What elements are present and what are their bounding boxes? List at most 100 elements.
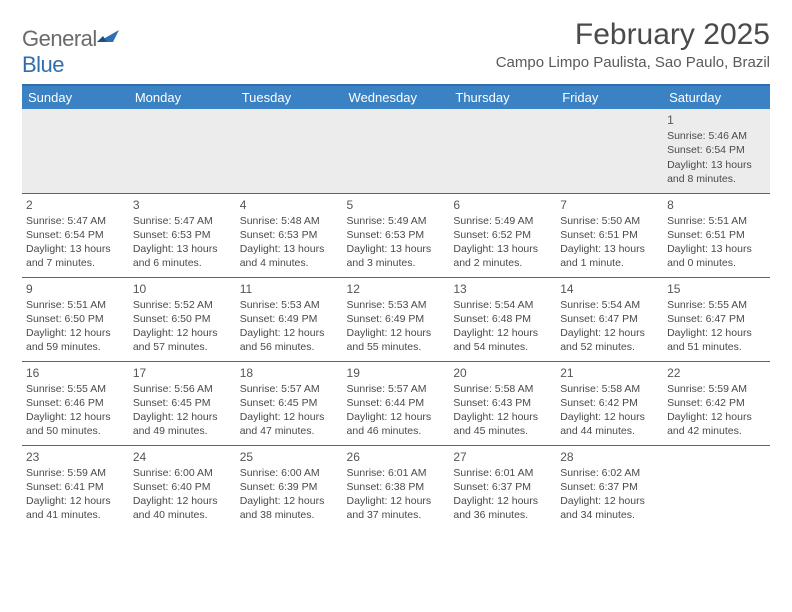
calendar-day-cell: 12Sunrise: 5:53 AMSunset: 6:49 PMDayligh… (343, 277, 450, 361)
calendar-day-cell (663, 445, 770, 529)
calendar-day-cell: 9Sunrise: 5:51 AMSunset: 6:50 PMDaylight… (22, 277, 129, 361)
daylight-text: Daylight: 12 hours (667, 326, 766, 340)
daylight-text: and 6 minutes. (133, 256, 232, 270)
day-number: 5 (347, 197, 446, 213)
daylight-text: and 3 minutes. (347, 256, 446, 270)
daylight-text: Daylight: 12 hours (240, 410, 339, 424)
calendar-day-cell: 23Sunrise: 5:59 AMSunset: 6:41 PMDayligh… (22, 445, 129, 529)
daylight-text: Daylight: 13 hours (667, 242, 766, 256)
sunrise-text: Sunrise: 6:00 AM (240, 466, 339, 480)
day-header: Wednesday (343, 86, 450, 109)
sunset-text: Sunset: 6:38 PM (347, 480, 446, 494)
daylight-text: and 49 minutes. (133, 424, 232, 438)
day-header: Tuesday (236, 86, 343, 109)
daylight-text: and 45 minutes. (453, 424, 552, 438)
calendar-day-cell (449, 109, 556, 193)
day-header: Thursday (449, 86, 556, 109)
sunset-text: Sunset: 6:54 PM (667, 143, 766, 157)
day-number: 22 (667, 365, 766, 381)
sunrise-text: Sunrise: 5:59 AM (667, 382, 766, 396)
day-number: 1 (667, 112, 766, 128)
sunrise-text: Sunrise: 5:54 AM (560, 298, 659, 312)
calendar-day-cell: 19Sunrise: 5:57 AMSunset: 6:44 PMDayligh… (343, 361, 450, 445)
daylight-text: Daylight: 12 hours (133, 494, 232, 508)
day-number: 16 (26, 365, 125, 381)
sunset-text: Sunset: 6:42 PM (667, 396, 766, 410)
daylight-text: Daylight: 13 hours (133, 242, 232, 256)
calendar-week-row: 1Sunrise: 5:46 AMSunset: 6:54 PMDaylight… (22, 109, 770, 193)
calendar-day-cell: 4Sunrise: 5:48 AMSunset: 6:53 PMDaylight… (236, 193, 343, 277)
sunrise-text: Sunrise: 5:49 AM (347, 214, 446, 228)
daylight-text: Daylight: 12 hours (133, 326, 232, 340)
daylight-text: and 34 minutes. (560, 508, 659, 522)
sunrise-text: Sunrise: 5:47 AM (133, 214, 232, 228)
flag-icon (97, 26, 123, 52)
sunset-text: Sunset: 6:49 PM (240, 312, 339, 326)
daylight-text: and 50 minutes. (26, 424, 125, 438)
day-number: 21 (560, 365, 659, 381)
calendar-day-cell: 18Sunrise: 5:57 AMSunset: 6:45 PMDayligh… (236, 361, 343, 445)
daylight-text: Daylight: 12 hours (560, 494, 659, 508)
daylight-text: and 56 minutes. (240, 340, 339, 354)
day-number: 7 (560, 197, 659, 213)
day-number: 10 (133, 281, 232, 297)
calendar-day-cell: 14Sunrise: 5:54 AMSunset: 6:47 PMDayligh… (556, 277, 663, 361)
day-number: 15 (667, 281, 766, 297)
day-number: 2 (26, 197, 125, 213)
sunset-text: Sunset: 6:49 PM (347, 312, 446, 326)
day-header: Sunday (22, 86, 129, 109)
sunset-text: Sunset: 6:48 PM (453, 312, 552, 326)
daylight-text: and 41 minutes. (26, 508, 125, 522)
daylight-text: and 52 minutes. (560, 340, 659, 354)
sunset-text: Sunset: 6:51 PM (560, 228, 659, 242)
daylight-text: and 51 minutes. (667, 340, 766, 354)
sunrise-text: Sunrise: 6:00 AM (133, 466, 232, 480)
calendar-day-cell: 3Sunrise: 5:47 AMSunset: 6:53 PMDaylight… (129, 193, 236, 277)
day-number: 4 (240, 197, 339, 213)
sunset-text: Sunset: 6:50 PM (26, 312, 125, 326)
daylight-text: and 37 minutes. (347, 508, 446, 522)
daylight-text: and 38 minutes. (240, 508, 339, 522)
calendar-day-cell: 6Sunrise: 5:49 AMSunset: 6:52 PMDaylight… (449, 193, 556, 277)
day-number: 14 (560, 281, 659, 297)
calendar-day-cell: 8Sunrise: 5:51 AMSunset: 6:51 PMDaylight… (663, 193, 770, 277)
sunset-text: Sunset: 6:43 PM (453, 396, 552, 410)
day-number: 18 (240, 365, 339, 381)
sunrise-text: Sunrise: 6:02 AM (560, 466, 659, 480)
sunset-text: Sunset: 6:52 PM (453, 228, 552, 242)
daylight-text: and 0 minutes. (667, 256, 766, 270)
daylight-text: Daylight: 12 hours (240, 326, 339, 340)
daylight-text: Daylight: 12 hours (347, 494, 446, 508)
daylight-text: Daylight: 12 hours (560, 326, 659, 340)
sunset-text: Sunset: 6:50 PM (133, 312, 232, 326)
sunset-text: Sunset: 6:47 PM (667, 312, 766, 326)
calendar-day-cell: 16Sunrise: 5:55 AMSunset: 6:46 PMDayligh… (22, 361, 129, 445)
day-number: 23 (26, 449, 125, 465)
daylight-text: and 42 minutes. (667, 424, 766, 438)
sunrise-text: Sunrise: 5:49 AM (453, 214, 552, 228)
brand-name: GeneralBlue (22, 26, 123, 78)
sunset-text: Sunset: 6:41 PM (26, 480, 125, 494)
daylight-text: and 4 minutes. (240, 256, 339, 270)
sunrise-text: Sunrise: 5:51 AM (667, 214, 766, 228)
daylight-text: Daylight: 13 hours (26, 242, 125, 256)
sunrise-text: Sunrise: 6:01 AM (453, 466, 552, 480)
sunrise-text: Sunrise: 6:01 AM (347, 466, 446, 480)
sunrise-text: Sunrise: 5:53 AM (347, 298, 446, 312)
day-number: 25 (240, 449, 339, 465)
calendar-day-cell (556, 109, 663, 193)
sunset-text: Sunset: 6:42 PM (560, 396, 659, 410)
calendar-day-cell (343, 109, 450, 193)
calendar-day-cell: 26Sunrise: 6:01 AMSunset: 6:38 PMDayligh… (343, 445, 450, 529)
calendar-week-row: 2Sunrise: 5:47 AMSunset: 6:54 PMDaylight… (22, 193, 770, 277)
sunrise-text: Sunrise: 5:56 AM (133, 382, 232, 396)
day-number: 28 (560, 449, 659, 465)
daylight-text: and 7 minutes. (26, 256, 125, 270)
daylight-text: Daylight: 13 hours (560, 242, 659, 256)
calendar-day-cell: 10Sunrise: 5:52 AMSunset: 6:50 PMDayligh… (129, 277, 236, 361)
calendar-day-cell: 25Sunrise: 6:00 AMSunset: 6:39 PMDayligh… (236, 445, 343, 529)
calendar-day-cell: 17Sunrise: 5:56 AMSunset: 6:45 PMDayligh… (129, 361, 236, 445)
calendar-day-cell: 21Sunrise: 5:58 AMSunset: 6:42 PMDayligh… (556, 361, 663, 445)
day-header-row: Sunday Monday Tuesday Wednesday Thursday… (22, 86, 770, 109)
day-number: 3 (133, 197, 232, 213)
